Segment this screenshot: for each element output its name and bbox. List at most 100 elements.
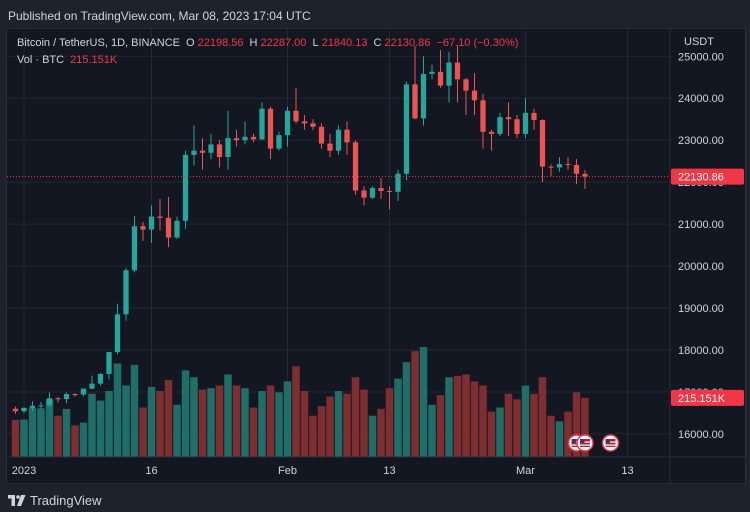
- candle-body[interactable]: [514, 119, 520, 134]
- candle-body[interactable]: [216, 144, 223, 157]
- candle-body[interactable]: [505, 117, 512, 120]
- candle-body[interactable]: [114, 314, 121, 353]
- low-label: L: [312, 37, 319, 49]
- candle-body[interactable]: [233, 138, 240, 141]
- candle-body[interactable]: [97, 373, 104, 384]
- volume-bar: [11, 419, 20, 457]
- candle-body[interactable]: [276, 135, 282, 149]
- candle-body[interactable]: [463, 79, 469, 91]
- volume-bar: [139, 407, 147, 457]
- candle-body[interactable]: [242, 136, 248, 141]
- y-tick-label: 19000.00: [678, 303, 724, 315]
- candle-body[interactable]: [140, 226, 146, 230]
- candle-body[interactable]: [454, 62, 461, 80]
- volume-bar: [122, 385, 130, 457]
- candle-body[interactable]: [548, 166, 554, 168]
- candle-body[interactable]: [539, 120, 546, 167]
- candle-body[interactable]: [497, 117, 503, 134]
- candle-body[interactable]: [386, 190, 393, 192]
- candle-body[interactable]: [412, 84, 418, 119]
- candle-body[interactable]: [531, 112, 537, 121]
- candle-body[interactable]: [582, 173, 588, 177]
- candle-body[interactable]: [429, 71, 435, 74]
- candle-body[interactable]: [352, 142, 359, 191]
- us-flag-stripes: [605, 439, 616, 447]
- candle-body[interactable]: [208, 144, 214, 153]
- candle-body[interactable]: [378, 188, 384, 191]
- candle-body[interactable]: [403, 84, 410, 174]
- candle-body[interactable]: [301, 121, 308, 124]
- candle-body[interactable]: [344, 129, 350, 143]
- candle-body[interactable]: [225, 138, 231, 157]
- candle-body[interactable]: [488, 131, 495, 134]
- candle-body[interactable]: [191, 150, 197, 155]
- volume-bar: [453, 375, 462, 457]
- candle-body[interactable]: [395, 173, 401, 192]
- candle-body[interactable]: [21, 407, 27, 412]
- volume-bar: [360, 389, 368, 457]
- volume-bar: [538, 377, 547, 457]
- chart-pane[interactable]: USDT16000.0017000.0018000.0019000.002000…: [6, 28, 746, 484]
- candle-body[interactable]: [250, 136, 257, 140]
- candle-body[interactable]: [157, 216, 163, 218]
- candle-body[interactable]: [123, 270, 129, 315]
- volume-bar: [190, 377, 198, 457]
- candle-body[interactable]: [556, 164, 563, 168]
- candle-body[interactable]: [55, 398, 61, 400]
- candlestick-chart[interactable]: USDT16000.0017000.0018000.0019000.002000…: [7, 29, 745, 483]
- volume-bar: [20, 419, 28, 457]
- candle-body[interactable]: [437, 71, 444, 86]
- candle-body[interactable]: [420, 73, 427, 119]
- candle-body[interactable]: [284, 110, 291, 136]
- candle-body[interactable]: [80, 388, 87, 395]
- close-value: 22130.86: [384, 37, 431, 49]
- tradingview-logo[interactable]: TradingView: [8, 493, 102, 508]
- candle-body[interactable]: [267, 108, 274, 149]
- us-flag-canton: [571, 439, 576, 443]
- candle-body[interactable]: [38, 405, 44, 407]
- candle-body[interactable]: [480, 100, 486, 132]
- candle-body[interactable]: [29, 405, 36, 408]
- candle-body[interactable]: [46, 398, 53, 406]
- candle-body[interactable]: [327, 143, 333, 151]
- us-flag-canton: [605, 439, 610, 443]
- top-bar: Published on TradingView.com, Mar 08, 20…: [0, 0, 750, 30]
- candle-body[interactable]: [174, 220, 180, 238]
- volume-bar: [224, 374, 232, 457]
- volume-bar: [428, 404, 436, 457]
- candle-body[interactable]: [106, 352, 112, 374]
- candle-body[interactable]: [148, 216, 155, 230]
- candle-body[interactable]: [369, 188, 376, 198]
- volume-bar: [147, 386, 156, 457]
- candle-body[interactable]: [63, 394, 70, 400]
- volume-bar: [54, 415, 62, 457]
- candle-body[interactable]: [89, 383, 95, 389]
- y-tick-label: 23000.00: [678, 135, 724, 147]
- volume-bar: [96, 400, 105, 457]
- y-tick-label: 20000.00: [678, 261, 724, 273]
- candle-body[interactable]: [318, 126, 325, 144]
- candle-body[interactable]: [565, 164, 571, 166]
- candle-body[interactable]: [361, 190, 367, 198]
- candle-body[interactable]: [335, 129, 342, 151]
- volume-bar: [436, 395, 445, 457]
- candle-body[interactable]: [182, 154, 189, 221]
- candle-body[interactable]: [72, 394, 78, 396]
- candle-body[interactable]: [573, 164, 580, 174]
- candle-body[interactable]: [471, 90, 478, 101]
- high-label: H: [249, 37, 258, 49]
- currency-label: USDT: [684, 36, 714, 48]
- candle-body[interactable]: [131, 226, 138, 271]
- candle-body[interactable]: [446, 62, 452, 86]
- candle-body[interactable]: [259, 108, 265, 140]
- volume-bar: [487, 411, 496, 457]
- candle-body[interactable]: [12, 408, 19, 412]
- candle-body[interactable]: [522, 112, 529, 134]
- candle-body[interactable]: [293, 110, 299, 122]
- candle-body[interactable]: [165, 217, 172, 238]
- y-tick-label: 18000.00: [678, 345, 724, 357]
- volume-bar: [215, 385, 224, 457]
- candle-body[interactable]: [199, 150, 206, 153]
- open-label: O: [186, 37, 195, 49]
- candle-body[interactable]: [310, 123, 316, 127]
